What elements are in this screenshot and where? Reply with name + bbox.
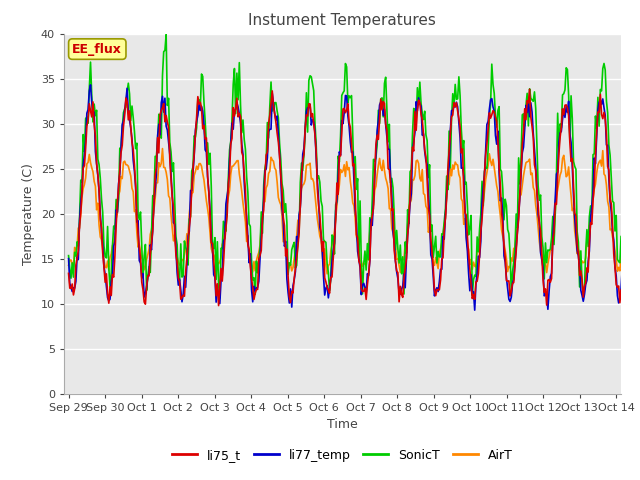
- Y-axis label: Temperature (C): Temperature (C): [22, 163, 35, 264]
- Legend: li75_t, li77_temp, SonicT, AirT: li75_t, li77_temp, SonicT, AirT: [167, 444, 518, 467]
- Title: Instument Temperatures: Instument Temperatures: [248, 13, 436, 28]
- X-axis label: Time: Time: [327, 418, 358, 431]
- Text: EE_flux: EE_flux: [72, 43, 122, 56]
